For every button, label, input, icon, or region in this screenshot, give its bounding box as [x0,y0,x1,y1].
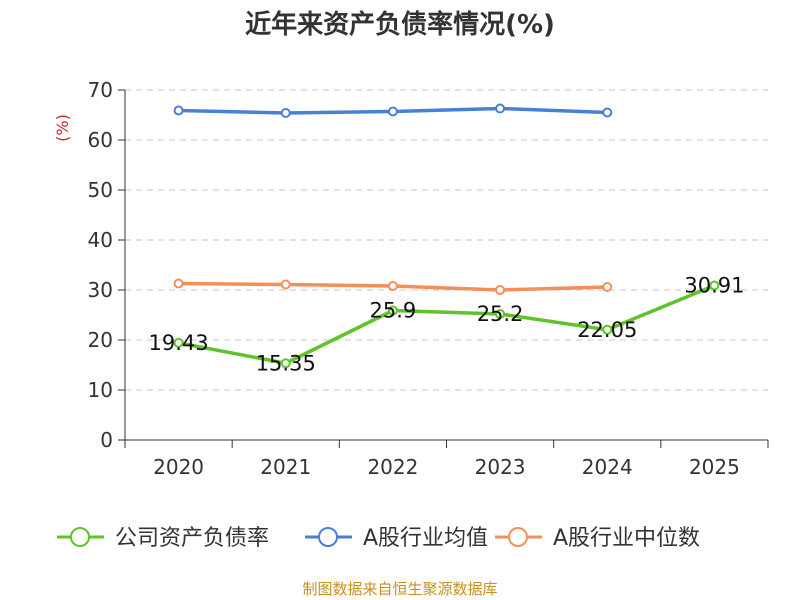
y-tick-label: 20 [88,328,113,352]
data-point [173,105,184,116]
data-point [602,282,613,292]
data-point [280,358,291,369]
x-tick-label: 2023 [475,455,526,479]
y-tick-label: 40 [88,228,113,252]
source-note: 制图数据来自恒生聚源数据库 [302,580,498,598]
data-point [495,309,506,319]
data-label: 25.9 [370,299,417,323]
y-axis-label: (%) [53,114,72,142]
data-label: 30.91 [684,273,744,297]
data-point [495,103,506,114]
data-label: 22.05 [577,318,637,342]
chart-title: 近年来资产负债率情况(%) [245,10,555,40]
data-point [602,107,613,118]
legend-swatch-marker [70,527,90,547]
legend-label: A股行业中位数 [553,526,700,551]
data-point [602,324,613,335]
data-point [709,280,720,291]
data-point [173,278,184,289]
x-tick-label: 2020 [153,455,204,479]
x-tick-label: 2021 [260,455,311,479]
legend: 公司资产负债率 A股行业均值 A股行业中位数 [57,526,700,551]
grid-lines [125,89,768,391]
y-tick-label: 70 [88,78,113,102]
legend-swatch-marker [508,527,528,547]
x-tick-label: 2024 [582,455,633,479]
y-tick-label: 50 [88,178,113,202]
data-point [280,279,291,290]
y-tick-label: 10 [88,378,113,402]
y-tick-label: 30 [88,278,113,302]
series-line [178,283,716,365]
data-labels: 19.43 15.35 25.9 25.2 22.05 30.91 [149,273,745,375]
legend-swatch-marker [318,527,338,547]
data-point [387,305,398,316]
data-label: 19.43 [149,331,209,355]
data-label: 25.2 [477,302,524,326]
data-point [280,108,291,118]
y-tick-label: 0 [100,428,113,452]
data-label: 15.35 [256,351,316,375]
data-point [495,285,506,295]
y-tick-label: 60 [88,128,113,152]
legend-label: 公司资产负债率 [115,526,269,551]
data-point [387,106,398,117]
data-point [387,281,398,291]
data-point [173,337,184,348]
legend-label: A股行业均值 [363,526,488,551]
axes: 0 10 20 30 40 50 60 70 2020 2021 2022 2023 2024 2025 (… [53,78,769,479]
x-tick-label: 2022 [367,455,418,479]
series-lines [173,103,720,369]
x-tick-label: 2025 [689,455,740,479]
